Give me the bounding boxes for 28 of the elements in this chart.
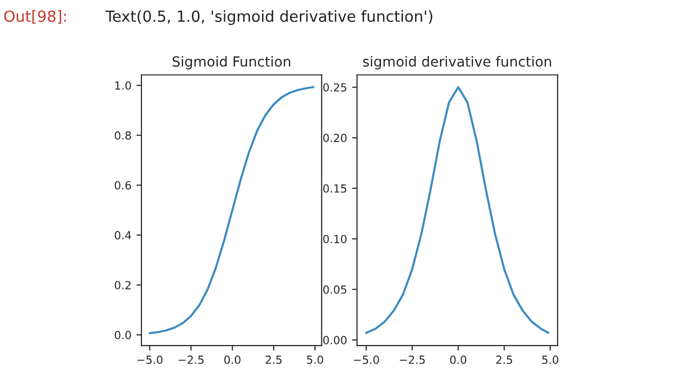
y-tick-label: 0.4	[114, 231, 132, 240]
x-tick-label: 5.0	[307, 356, 324, 364]
chart-title: sigmoid derivative function	[363, 56, 552, 70]
y-tick-label: 0.10	[323, 234, 347, 244]
x-tick-label: −5.0	[137, 356, 162, 364]
y-tick-label: 0.2	[114, 280, 131, 290]
y-tick-label: 0.0	[114, 330, 131, 340]
y-tick-label: 1.0	[115, 81, 131, 90]
y-tick-label: 0.15	[323, 184, 346, 193]
x-tick-label: 2.5	[496, 356, 512, 364]
x-tick-label: 5.0	[542, 356, 558, 364]
x-tick-label: −2.5	[400, 356, 425, 364]
text: Out[98]:	[4, 10, 66, 24]
line-series	[365, 86, 550, 334]
x-tick-label: 0.0	[450, 356, 466, 364]
x-tick-label: 0.0	[224, 356, 240, 364]
text: Text(0.5, 1.0, 'sigmoid derivative function')	[105, 10, 432, 25]
x-tick-label: −2.5	[178, 356, 204, 364]
x-tick-label: −5.0	[354, 356, 379, 364]
x-tick-label: 2.5	[266, 356, 282, 364]
line-series	[148, 86, 314, 334]
y-tick-label: 0.8	[114, 131, 131, 140]
y-tick-label: 0.25	[323, 83, 346, 92]
y-tick-label: 0.05	[323, 285, 346, 294]
y-tick-label: 0.00	[323, 336, 347, 344]
y-tick-label: 0.20	[323, 134, 347, 142]
chart-title: Sigmoid Function	[172, 56, 290, 70]
y-tick-label: 0.6	[114, 181, 132, 190]
